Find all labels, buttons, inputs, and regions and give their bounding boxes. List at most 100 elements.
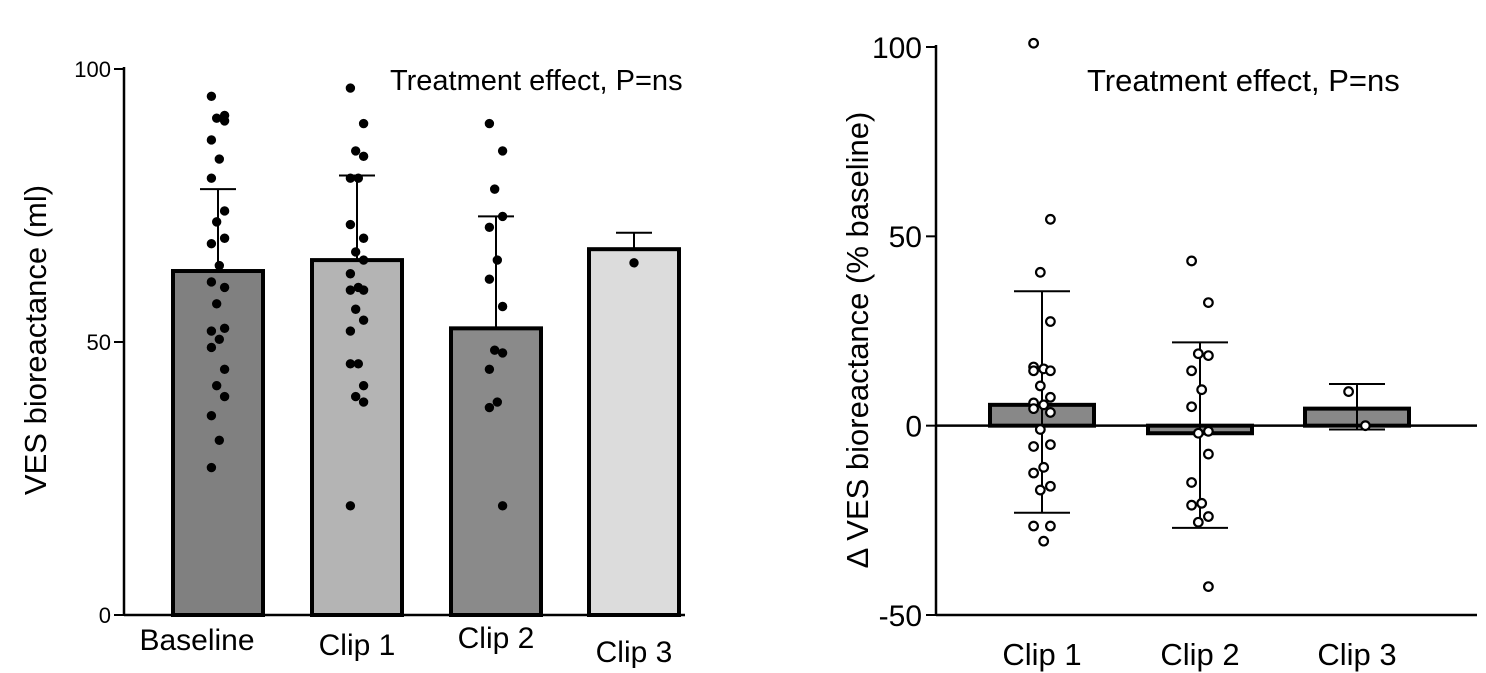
data-point-0-2 [211,113,222,123]
data-point-0-16 [1028,441,1039,452]
data-point-0-18 [1028,467,1039,479]
data-point-1-12 [345,285,356,295]
x-category-label-2: Clip 2 [458,622,535,655]
data-point-0-15 [1044,439,1056,451]
x-category-label-1: Clip 2 [1160,637,1239,672]
data-point-0-12 [206,277,217,287]
data-point-1-5 [1196,384,1208,396]
data-point-0-9 [1044,391,1056,403]
data-point-0-16 [206,326,217,336]
data-point-0-7 [219,206,230,216]
y-tick-label-0: -50 [879,600,922,633]
data-point-1-6 [1186,401,1197,413]
y-tick-label-1: 0 [905,410,922,443]
data-point-0-4 [206,135,217,145]
data-point-0-23 [1038,535,1050,547]
data-point-1-9 [1202,448,1214,460]
data-point-0-6 [1028,365,1039,377]
data-point-2-12 [484,402,495,413]
data-point-0-8 [211,217,222,227]
x-category-label-3: Clip 3 [596,636,673,669]
data-point-0-13 [219,282,230,293]
data-point-0-18 [206,342,217,353]
data-point-1-1 [1202,297,1214,309]
data-point-2-11 [492,397,503,407]
data-point-1-10 [345,269,356,279]
data-point-2-6 [484,274,495,284]
data-point-1-8 [1192,427,1204,439]
data-point-0-0 [206,91,217,102]
data-point-2-13 [497,501,508,511]
data-point-0-2 [1034,266,1046,278]
data-point-1-18 [345,359,356,369]
data-point-0-14 [211,299,222,309]
data-point-2-1 [1359,420,1371,432]
data-point-1-4 [345,173,356,183]
data-point-0-22 [206,411,217,421]
left-panel-ves-bioreactance: 0 50 100 Baseline Clip 1 Clip 2 Clip 3 VES bior… [18,57,685,669]
bar-3 [587,247,681,617]
data-point-1-16 [345,326,356,336]
right-panel-delta-ves-bioreactance: -50 0 50 100 Clip 1 Clip 2 Clip 3 Δ VES bioreac… [840,32,1477,672]
data-point-1-11 [1196,497,1208,509]
y-tick-label-1: 50 [87,330,111,355]
data-point-1-6 [345,219,356,230]
data-point-1-22 [345,501,356,511]
data-point-0-20 [1034,484,1046,496]
data-point-1-3 [358,151,369,162]
data-point-1-15 [1202,581,1214,592]
data-point-1-2 [1192,348,1204,360]
data-point-0-20 [211,380,222,391]
data-point-2-10 [484,364,495,374]
data-point-0-3 [219,116,230,126]
data-point-0-21 [1044,520,1056,532]
x-category-label-0: Clip 1 [1002,637,1081,672]
treatment-effect-annotation: Treatment effect, P=ns [1087,63,1400,98]
data-point-2-2 [489,184,500,194]
data-point-0-17 [214,334,225,344]
data-point-1-7 [358,233,369,243]
bar-2 [449,326,543,617]
data-point-1-12 [1186,499,1197,511]
data-point-2-9 [497,348,508,358]
data-point-1-3 [1202,350,1214,362]
data-point-1-9 [358,255,369,265]
data-point-1-10 [1186,477,1197,488]
data-point-1-0 [345,83,356,93]
y-tick-label-0: 0 [99,603,111,628]
data-point-0-7 [1044,365,1056,377]
data-point-1-21 [358,397,369,407]
data-point-0-17 [1038,461,1050,473]
treatment-effect-annotation: Treatment effect, P=ns [390,65,683,97]
data-point-1-0 [1186,255,1197,267]
data-point-1-7 [1202,425,1214,437]
data-point-0-9 [219,233,230,243]
data-point-1-14 [1192,516,1204,528]
y-axis-title: Δ VES bioreactance (% baseline) [840,112,875,569]
data-point-1-1 [358,118,369,129]
data-point-0-12 [1028,403,1039,415]
data-point-0-3 [1044,316,1056,327]
data-point-0-21 [219,391,230,402]
data-point-1-14 [350,304,361,314]
data-point-2-0 [1343,386,1354,397]
data-point-0-14 [1034,424,1046,435]
data-point-2-3 [497,211,508,222]
data-point-1-5 [353,173,364,183]
x-category-label-2: Clip 3 [1317,637,1396,672]
data-point-2-0 [484,118,495,129]
data-point-2-7 [497,301,508,312]
data-point-0-5 [214,154,225,164]
data-point-0-22 [1028,520,1039,532]
data-point-0-11 [1038,399,1050,411]
data-point-0-13 [1044,407,1056,418]
y-axis-title: VES bioreactance (ml) [18,185,53,495]
data-point-0-8 [1034,380,1046,392]
data-point-1-15 [358,315,369,325]
y-tick-label-3: 100 [872,32,922,65]
data-point-1-13 [358,285,369,295]
y-tick-label-2: 50 [889,221,922,254]
y-tick-label-2: 100 [74,57,111,82]
data-point-0-19 [219,364,230,374]
